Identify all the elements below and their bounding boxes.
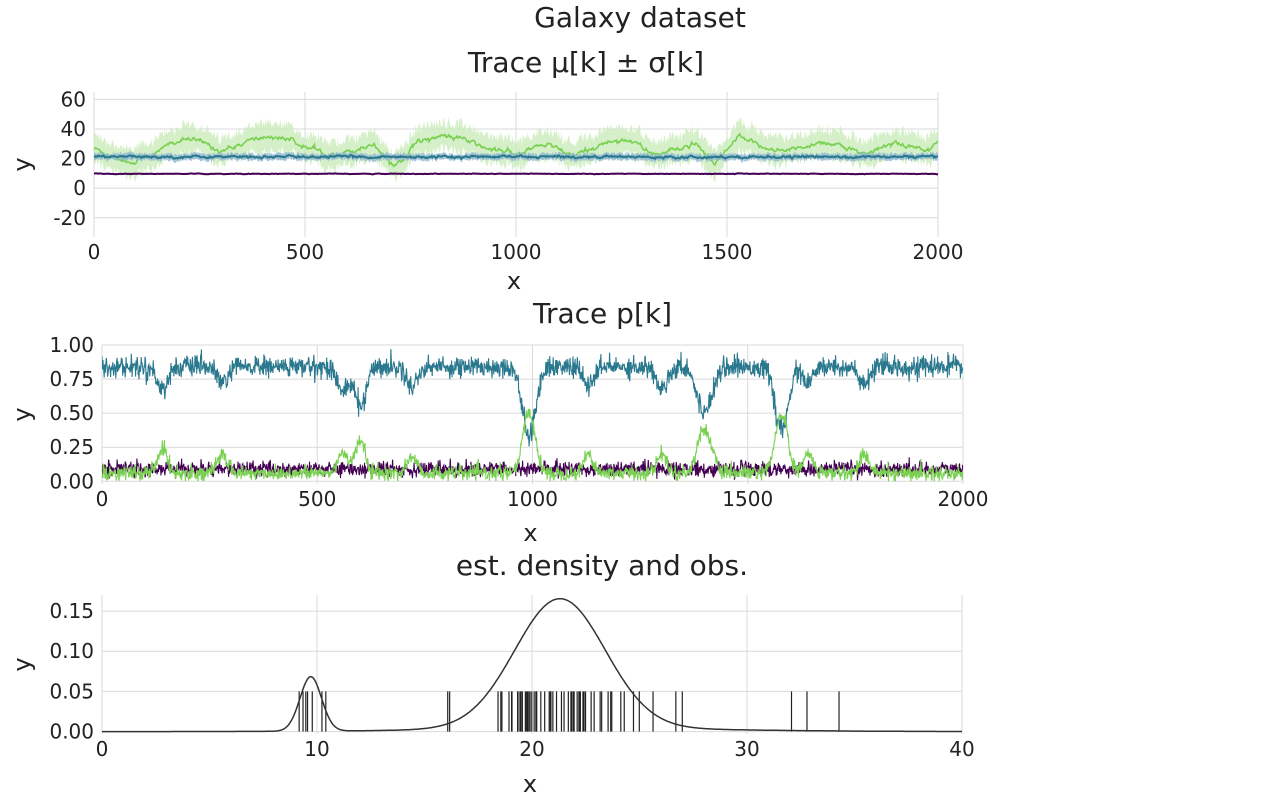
x-tick-label: 1000 [507,487,558,511]
x-tick-label: 0 [88,240,101,264]
y-axis-label: y [8,407,36,421]
x-tick-label: 1000 [491,240,542,264]
y-tick-label: 0.10 [49,639,94,663]
x-tick-label: 500 [298,487,336,511]
x-tick-label: 40 [949,737,974,761]
subplot-2: Trace p[k] 0 500 1000 1500 2000 0.00 0.25 0.50 0.… [8,297,988,547]
density-curve [102,597,962,733]
x-tick-label: 500 [286,240,324,264]
trace-layer [102,349,963,482]
y-axis-label: y [8,157,36,171]
subplot-title: est. density and obs. [456,549,748,582]
y-tick-label: 0.05 [49,679,94,703]
y-tick-label: 20 [61,147,86,171]
subplot-3: est. density and obs. 0 10 20 30 40 0.00 0.05 0.… [8,549,975,798]
x-axis-label: x [523,770,537,798]
x-tick-label: 1500 [702,240,753,264]
y-tick-label: -20 [53,206,86,230]
figure-title: Galaxy dataset [534,1,746,34]
subplot-title: Trace μ[k] ± σ[k] [467,46,704,79]
y-tick-label: 0.00 [49,469,94,493]
y-tick-label: 60 [61,87,86,111]
x-tick-label: 0 [96,737,109,761]
x-tick-label: 1500 [722,487,773,511]
x-tick-label: 20 [519,737,544,761]
mu-trace-1 [94,172,938,176]
rug-layer [298,691,840,732]
subplot-title: Trace p[k] [532,297,672,330]
x-tick-label: 10 [304,737,329,761]
trace-layer [94,116,938,183]
y-tick-label: 0.75 [49,367,94,391]
x-tick-label: 2000 [938,487,989,511]
y-tick-label: 40 [61,117,86,141]
y-tick-label: 0.15 [49,599,94,623]
x-tick-label: 2000 [913,240,964,264]
y-tick-label: 0 [73,176,86,200]
x-axis-label: x [523,519,537,547]
p-trace-3 [102,408,963,482]
x-tick-label: 30 [734,737,759,761]
mu-trace-2 [94,153,938,161]
y-axis-label: y [8,657,36,671]
y-tick-label: 1.00 [49,333,94,357]
x-tick-label: 0 [96,487,109,511]
y-tick-label: 0.00 [49,720,94,744]
sigma-band-3 [94,116,938,183]
subplot-1: Trace μ[k] ± σ[k]0 500 1000 1500 2000-200204… [8,46,963,295]
y-tick-label: 0.50 [49,401,94,425]
p-trace-1 [102,349,963,447]
y-tick-label: 0.25 [49,435,94,459]
x-axis-label: x [507,267,521,295]
